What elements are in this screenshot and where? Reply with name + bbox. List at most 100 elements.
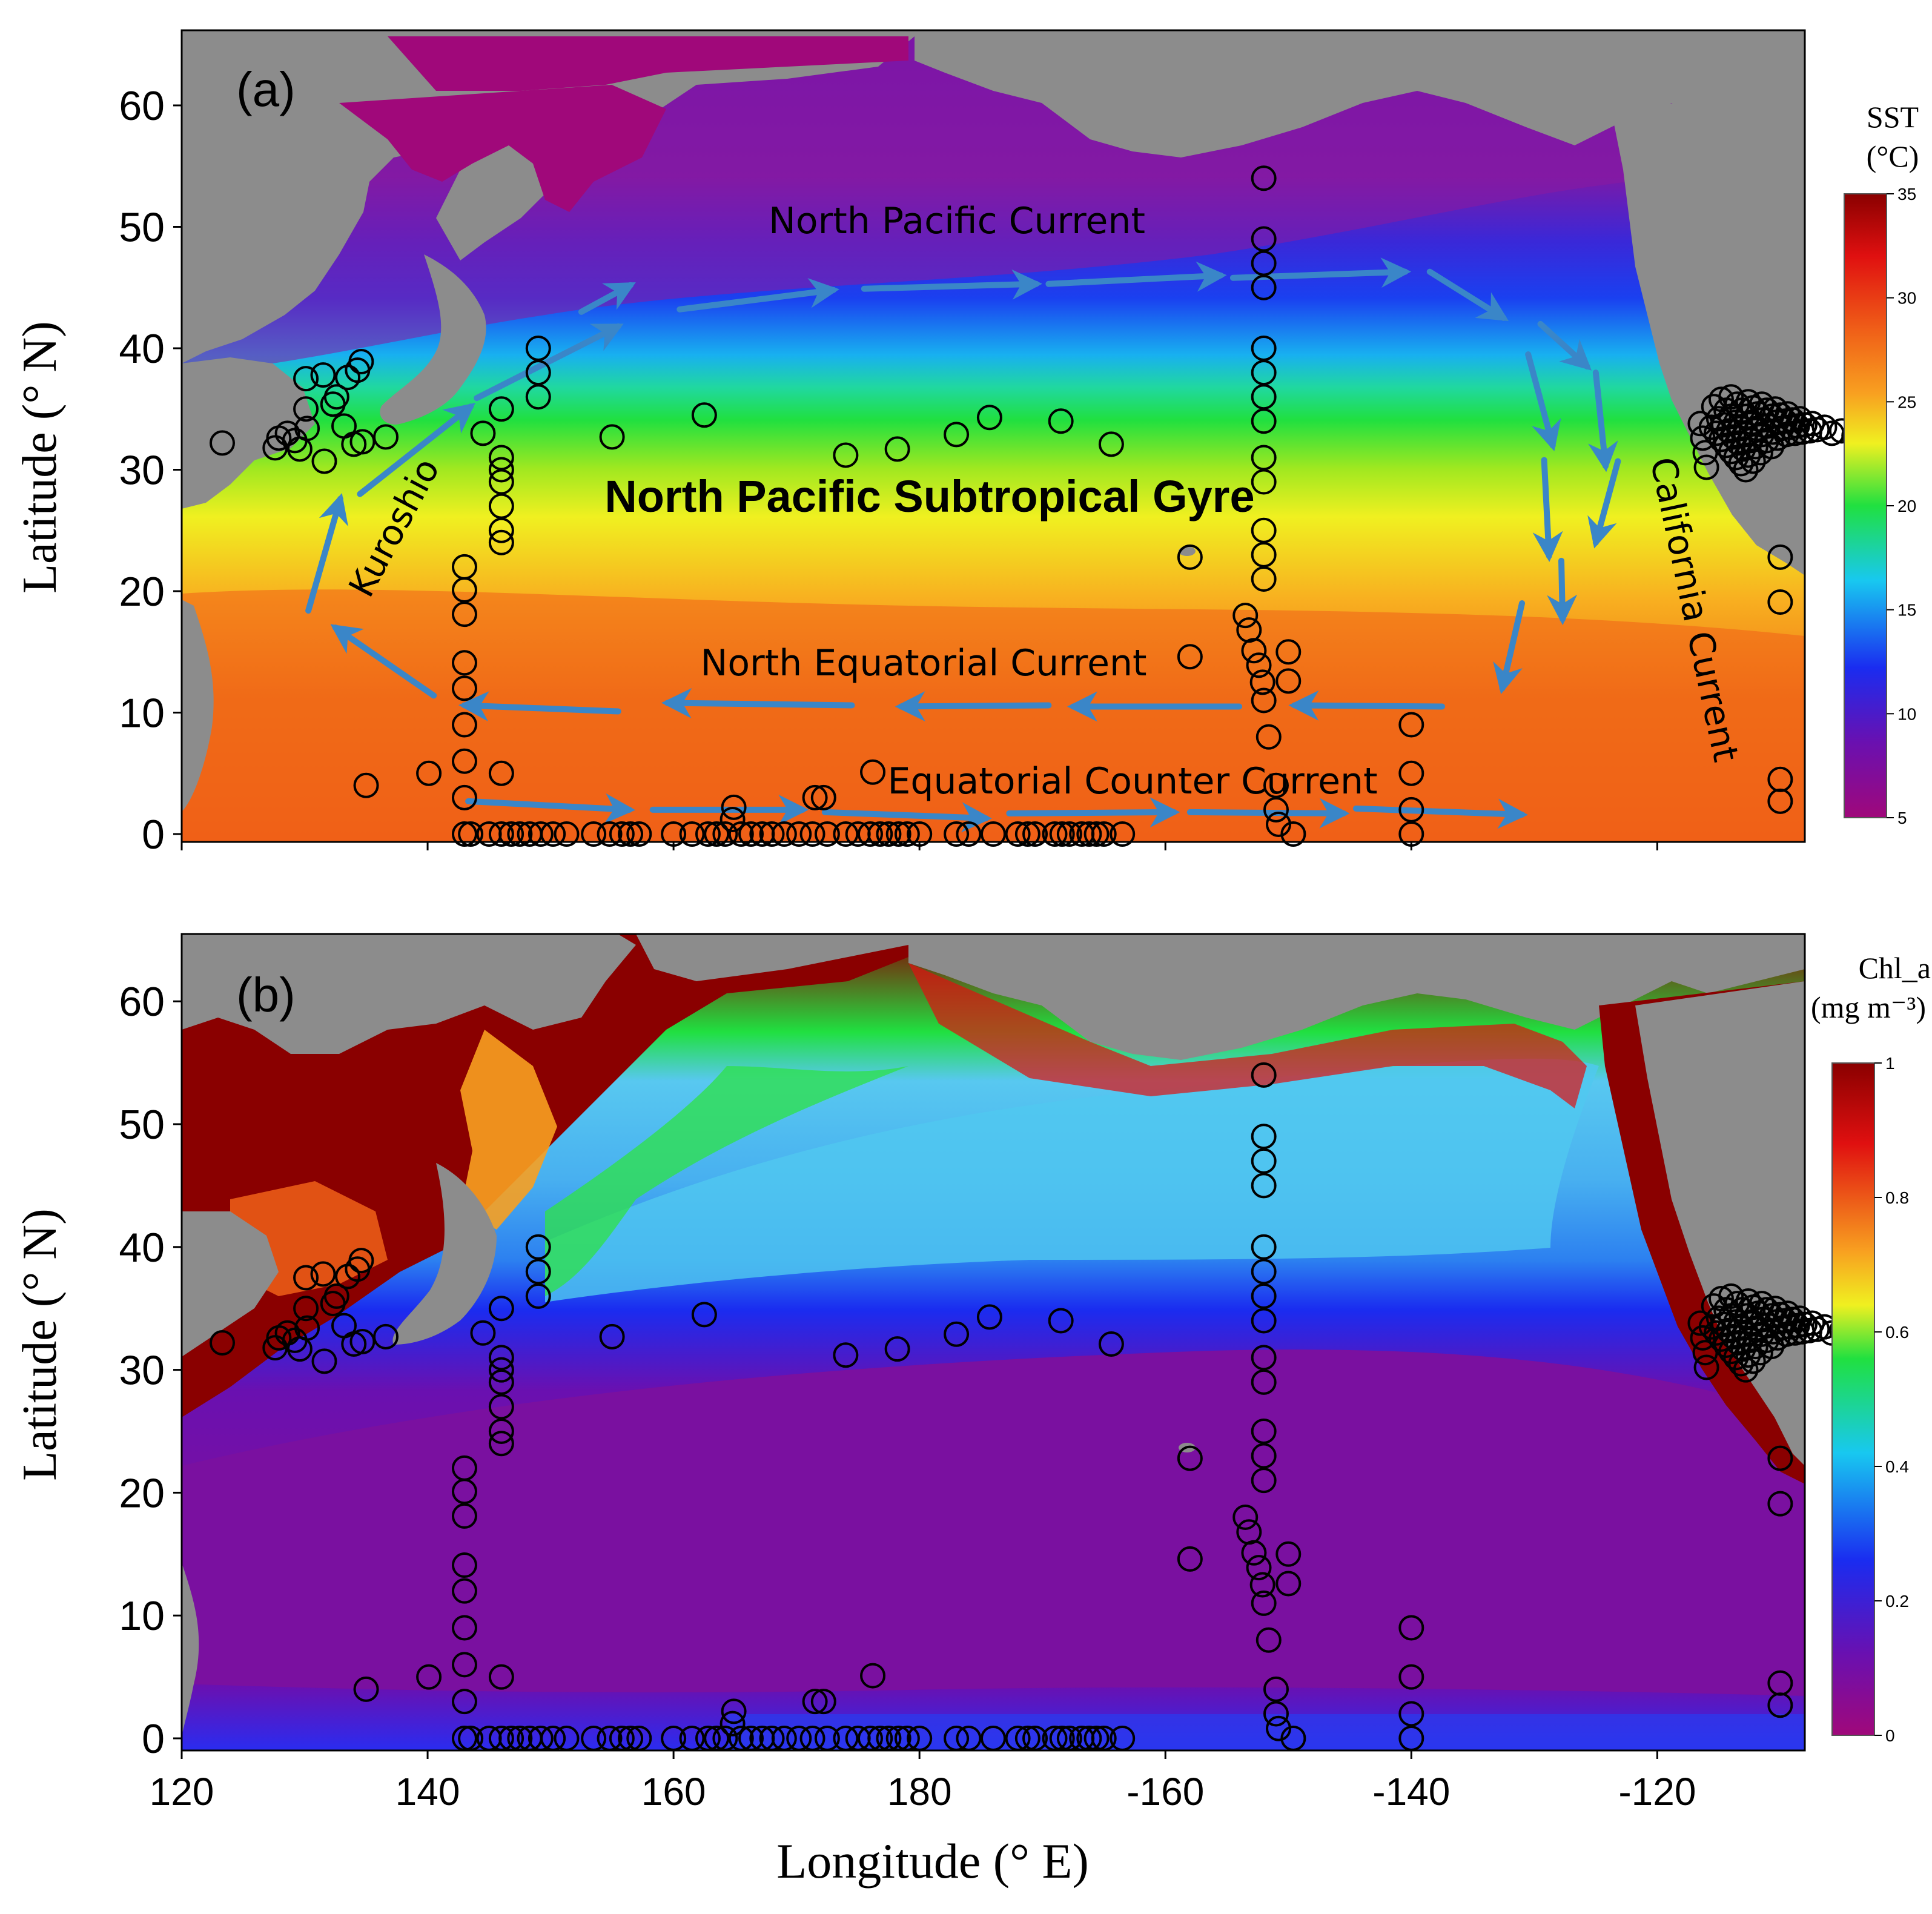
station-marker-a-60 [1241,638,1267,664]
station-marker-a-18 [349,429,375,455]
station-marker-a-156 [1740,448,1766,474]
sst-colorbar-scale [1844,193,1887,818]
sst-map-area [182,30,1805,842]
station-marker-b-209 [1708,1285,1734,1311]
station-marker-a-54 [1048,408,1074,434]
station-marker-b-38 [488,1431,514,1457]
station-marker-b-148 [1733,1357,1759,1383]
current-arrow-21 [474,323,624,402]
current-arrow-6 [1537,320,1592,371]
chl-colorbar-title: Chl_a [1859,951,1931,985]
current-arrow-2 [861,269,1043,300]
x-tick-label-3: 180 [887,1770,952,1813]
station-marker-b-110 [712,1726,738,1751]
station-marker-b-29 [451,1689,477,1715]
chl-colorbar-ticks: 1 0.8 0.6 0.4 0.2 0 [1874,1054,1909,1745]
cb-tick-label-b-5: 0 [1885,1726,1895,1745]
cb-tick-label-a-2: 25 [1897,392,1916,411]
station-marker-a-128 [956,821,982,847]
station-marker-b-50 [860,1663,886,1689]
station-marker-a-137 [1076,821,1102,847]
station-marker-a-34 [488,457,514,483]
station-marker-a-133 [1042,821,1068,847]
station-marker-b-0 [210,1330,235,1356]
cb-tick-label-a-4: 15 [1897,601,1916,620]
station-marker-b-104 [618,1726,644,1751]
chl-colorbar: Chl_a (mg m⁻³) 1 0.8 0.6 0.4 0.2 0 [1811,951,1931,1745]
station-marker-a-139 [1091,821,1117,847]
current-arrow-5 [1426,268,1509,322]
sst-colorbar-ticks: 35 30 25 20 15 10 5 [1887,185,1916,827]
station-marker-b-36 [488,1394,514,1420]
bering-arctic-coast [388,36,908,91]
north-equatorial-current-label: North Equatorial Current [700,642,1146,684]
station-marker-a-81 [1275,639,1302,665]
station-marker-b-10 [311,1348,337,1374]
station-marker-a-207 [1692,440,1718,466]
current-arrow-16 [661,687,855,718]
equatorial-counter-current-label: Equatorial Counter Current [887,760,1377,803]
current-arrow-19 [305,493,348,614]
panel-b-x-axis: 120 140 160 180 -160 -140 -120 [150,1750,1696,1813]
cb-tick-label-a-5: 10 [1897,704,1916,723]
station-marker-b-111 [728,1726,754,1751]
station-marker-b-87 [1398,1726,1424,1751]
sst-colorbar-unit: (°C) [1867,139,1919,173]
station-marker-a-39 [488,760,514,786]
station-marker-a-112 [738,821,764,847]
station-marker-b-124 [885,1726,911,1751]
station-marker-b-71 [1251,1345,1277,1371]
land-japan-b [392,1163,497,1345]
station-marker-b-83 [1280,1726,1306,1751]
land-siberia-b [636,934,908,981]
station-marker-b-32 [488,1296,514,1322]
station-marker-b-74 [1251,1443,1277,1469]
station-marker-b-26 [451,1578,477,1604]
station-marker-a-3 [274,420,300,446]
station-marker-a-48 [810,784,836,810]
x-tick-label-4: -160 [1126,1770,1204,1813]
station-marker-a-88 [1767,544,1793,570]
station-marker-b-96 [507,1726,533,1751]
station-marker-a-124 [885,821,911,847]
station-marker-b-95 [498,1726,524,1751]
y-tick-label-a-4: 40 [119,326,165,372]
x-tick-label-6: -120 [1618,1770,1696,1813]
station-marker-a-73 [1251,517,1277,543]
station-marker-b-73 [1251,1419,1277,1444]
station-marker-b-9 [310,1261,336,1287]
station-marker-a-46 [720,806,746,832]
station-marker-a-52 [944,422,970,448]
station-marker-b-121 [857,1726,883,1751]
station-marker-b-156 [1740,1348,1766,1374]
station-marker-b-43 [599,1323,625,1349]
station-marker-b-98 [528,1726,554,1751]
station-marker-a-36 [488,493,514,519]
station-marker-a-102 [597,821,623,847]
station-marker-b-101 [581,1726,607,1751]
station-marker-a-127 [944,821,970,847]
station-marker-a-98 [528,821,554,847]
station-marker-b-18 [349,1328,375,1354]
cb-tick-label-b-1: 0.8 [1885,1188,1909,1207]
land-philippines [182,600,214,812]
station-marker-a-206 [1690,425,1716,451]
station-marker-a-62 [1249,669,1275,695]
panel-a-sst-map: 0 10 20 30 40 50 60 (a) North Pacific Subtropi… [119,29,1919,858]
current-arrow-9 [1532,457,1563,562]
station-marker-a-43 [599,424,625,450]
station-marker-b-57 [1177,1546,1203,1572]
station-marker-b-128 [956,1726,982,1751]
north-pacific-current-label: North Pacific Current [769,200,1145,242]
station-marker-a-204 [1693,454,1719,480]
station-marker-b-76 [1251,1590,1277,1616]
station-marker-b-48 [810,1689,836,1715]
station-marker-b-68 [1251,1259,1277,1285]
station-marker-b-31 [470,1320,496,1346]
x-tick-label-0: 120 [150,1770,214,1813]
station-marker-a-64 [1251,226,1277,252]
station-marker-a-125 [894,821,920,847]
station-marker-a-42 [525,336,551,361]
station-marker-a-114 [759,821,785,847]
station-marker-a-111 [728,821,754,847]
